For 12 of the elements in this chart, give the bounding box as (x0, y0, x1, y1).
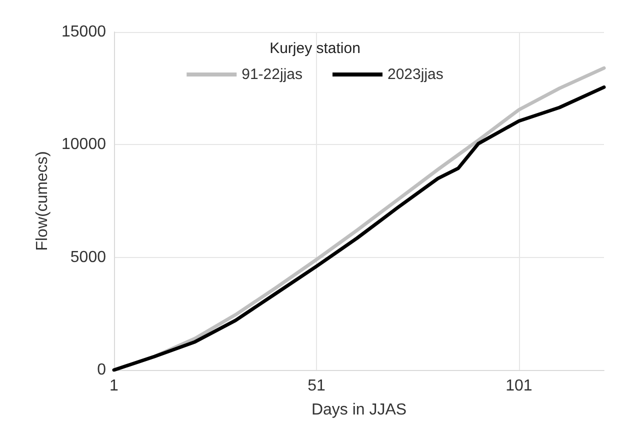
x-axis-title: Days in JJAS (311, 402, 407, 418)
x-tick-label: 101 (506, 378, 532, 394)
x-tick-label: 1 (110, 378, 119, 394)
y-tick-label: 10000 (62, 136, 106, 154)
legend-label: 91-22jjas (242, 66, 302, 83)
y-axis-title: Flow(cumecs) (34, 151, 52, 251)
y-tick-label: 15000 (62, 24, 106, 40)
y-tick-label: 5000 (70, 248, 106, 266)
legend-label: 2023jjas (388, 66, 444, 83)
text: Kurjey station (270, 40, 360, 57)
x-tick-label: 51 (308, 378, 326, 394)
y-tick-label: 0 (97, 362, 106, 378)
